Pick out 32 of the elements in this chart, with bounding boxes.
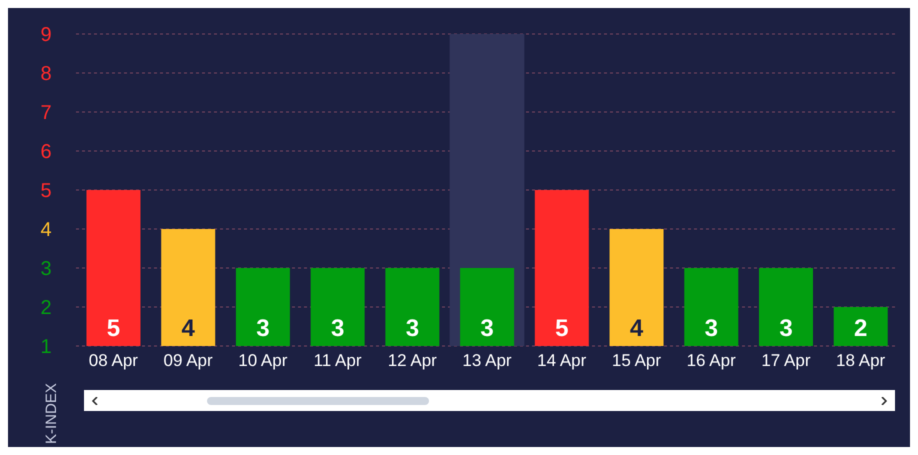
data-label: 2	[854, 315, 868, 342]
x-tick-label: 09 Apr	[164, 351, 213, 370]
data-label: 3	[406, 315, 420, 342]
data-label: 3	[779, 315, 793, 342]
y-tick-label: 3	[40, 258, 52, 280]
x-tick-label: 16 Apr	[686, 351, 736, 370]
x-tick-label: 14 Apr	[537, 351, 587, 370]
data-label: 3	[256, 315, 270, 342]
data-label: 3	[330, 315, 344, 342]
x-tick-label: 12 Apr	[388, 351, 438, 370]
x-tick-label: 18 Apr	[836, 351, 886, 370]
y-tick-label: 9	[40, 24, 52, 46]
x-tick-label: 17 Apr	[761, 351, 811, 370]
data-label: 3	[480, 315, 494, 342]
y-tick-label: 5	[40, 180, 52, 202]
data-label: 4	[630, 315, 644, 342]
x-tick-label: 13 Apr	[462, 351, 512, 370]
y-axis-title: K-INDEX	[43, 383, 60, 444]
y-tick-label: 6	[40, 141, 52, 163]
x-tick-label: 11 Apr	[314, 351, 362, 370]
data-label: 5	[106, 315, 120, 342]
y-tick-label: 4	[40, 219, 52, 241]
x-tick-label: 08 Apr	[88, 351, 138, 370]
data-label: 4	[182, 315, 196, 342]
data-label: 5	[555, 315, 569, 342]
y-tick-label: 8	[40, 63, 52, 85]
x-tick-label: 15 Apr	[612, 351, 662, 370]
y-tick-label: 2	[40, 297, 52, 319]
x-tick-label: 10 Apr	[238, 351, 288, 370]
y-tick-label: 1	[40, 336, 52, 358]
y-tick-label: 7	[40, 102, 52, 124]
data-label: 3	[704, 315, 718, 342]
